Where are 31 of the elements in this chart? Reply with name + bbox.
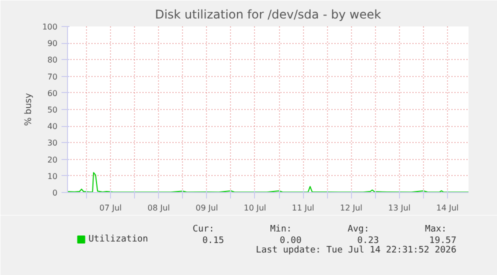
y-tick-label: 100: [42, 22, 58, 32]
y-axis-title: % busy: [24, 92, 34, 126]
y-tick-label: 20: [47, 155, 58, 164]
x-tick-label: 14 Jul: [436, 204, 459, 212]
y-tick-label: 0: [52, 188, 58, 198]
x-tick-label: 11 Jul: [292, 204, 314, 212]
text: Min:: [270, 224, 292, 234]
text: 19.57: [429, 236, 456, 246]
y-tick-label: 70: [47, 72, 58, 82]
y-tick-label: 50: [47, 106, 58, 114]
x-tick-label: 12 Jul: [340, 204, 362, 212]
y-tick-label: 60: [47, 88, 58, 98]
y-tick-label: 90: [47, 39, 58, 48]
text: Last update: Tue Jul 14 22:31:52 2026: [256, 246, 456, 256]
text: 0.00: [280, 236, 302, 246]
x-tick-label: 08 Jul: [148, 204, 170, 212]
text: Max:: [425, 224, 447, 234]
x-tick-label: 07 Jul: [99, 204, 122, 212]
x-tick-label: 13 Jul: [388, 204, 411, 212]
x-tick-label: 10 Jul: [244, 204, 266, 212]
y-tick-label: 40: [47, 122, 58, 132]
legend-label: Utilization: [88, 234, 148, 244]
y-tick-label: 10: [47, 172, 58, 181]
x-tick-label: 09 Jul: [196, 204, 218, 212]
chart-title: Disk utilization for /dev/sda - by week: [154, 8, 382, 22]
text: Avg:: [348, 224, 370, 234]
text: 0.15: [202, 236, 224, 246]
y-tick-label: 30: [47, 138, 58, 148]
y-tick-label: 80: [47, 56, 58, 65]
text: 0.23: [357, 236, 379, 246]
text: Cur:: [192, 224, 214, 234]
